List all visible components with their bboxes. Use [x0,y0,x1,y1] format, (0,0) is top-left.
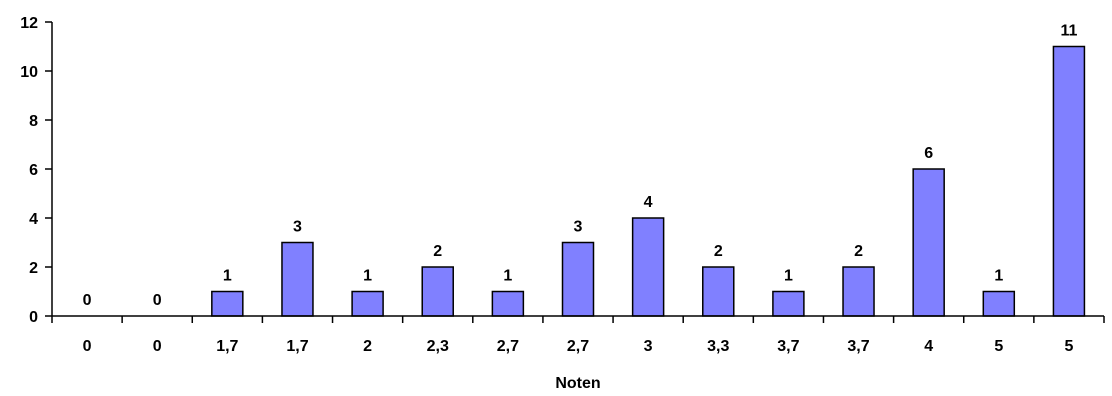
bar [772,290,805,317]
data-label: 0 [83,292,92,309]
data-label: 11 [1060,23,1077,40]
x-tick-label: 0 [153,338,162,355]
data-label: 0 [153,292,162,309]
x-tick-label: 3 [644,338,653,355]
y-tick-label: 12 [20,15,38,32]
bar [281,241,314,317]
x-tick-label: 1,7 [216,338,238,355]
x-tick-label: 1,7 [286,338,308,355]
bars-group [211,45,1086,317]
data-label: 2 [714,243,723,260]
x-tick-label: 2,7 [567,338,589,355]
bar [631,217,665,317]
y-tick-label: 8 [29,113,38,130]
data-label: 1 [784,268,793,285]
x-tick-label: 5 [994,338,1003,355]
x-tick-label: 4 [924,338,933,355]
y-tick-label: 10 [20,64,38,81]
data-label: 1 [363,268,372,285]
data-label: 3 [574,219,583,236]
data-label: 3 [293,219,302,236]
data-label: 2 [854,243,863,260]
bar [842,266,875,317]
x-tick-label: 0 [83,338,92,355]
x-tick-label: 2,3 [427,338,449,355]
data-label: 2 [433,243,442,260]
x-tick-label: 3,7 [847,338,869,355]
bar [561,241,595,317]
y-axis-ticks: 0 2 4 6 8 10 12 [20,15,52,326]
x-tick-label: 3,7 [777,338,799,355]
x-axis-ticks: 0 0 1,7 1,7 2 2,3 2,7 2,7 3 3,3 3,7 3,7 4 5 5 [51,316,1105,355]
bar [702,266,735,317]
bar [982,290,1016,317]
x-tick-label: 2,7 [497,338,519,355]
x-tick-label: 3,3 [707,338,729,355]
bar [421,266,454,317]
x-tick-label: 5 [1064,338,1073,355]
x-tick-label: 2 [363,338,372,355]
data-label: 1 [503,268,512,285]
data-label: 1 [994,268,1003,285]
y-tick-label: 4 [29,211,38,228]
y-tick-label: 0 [29,309,38,326]
y-tick-label: 6 [29,162,38,179]
bar [491,290,525,317]
x-axis-title: Noten [555,375,600,392]
data-label: 1 [223,268,232,285]
bar [1052,45,1086,317]
data-label: 4 [644,194,653,211]
bar [912,168,945,317]
bar [211,290,244,317]
bar [351,290,384,317]
y-tick-label: 2 [29,260,38,277]
data-label: 6 [924,145,933,162]
